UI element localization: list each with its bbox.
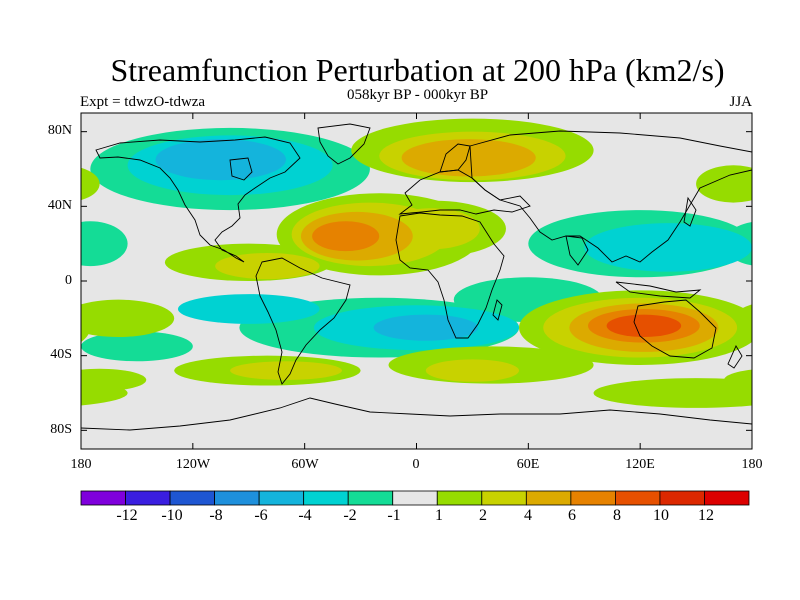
colorbar-swatch — [392, 490, 438, 506]
coastline-india — [565, 235, 589, 266]
contour-region — [593, 378, 752, 408]
coastline-africa — [395, 212, 505, 339]
contour-region — [401, 139, 536, 177]
lat-label-80s: 80S — [50, 422, 72, 437]
colorbar-label: 8 — [613, 507, 621, 524]
colorbar-swatch — [80, 490, 126, 506]
plot-title: Streamfunction Perturbation at 200 hPa (… — [110, 52, 725, 88]
contour-region — [230, 361, 342, 380]
colorbar-swatch — [525, 490, 572, 506]
colorbar-swatch — [659, 490, 705, 506]
lon-label-120w: 120W — [175, 457, 211, 472]
colorbar-label: -12 — [116, 507, 138, 524]
lon-label-60w: 60W — [291, 457, 319, 472]
coastline-japan — [683, 196, 697, 227]
lat-label-40n: 40N — [47, 198, 72, 213]
coastline-north-america — [95, 136, 301, 263]
colorbar-swatch — [125, 490, 171, 506]
colorbar-label: -1 — [387, 507, 401, 524]
colorbar-label: -10 — [161, 507, 183, 524]
coastline-australia — [633, 299, 717, 359]
lon-label-180e: 180 — [741, 457, 763, 472]
coastline-south-america — [255, 257, 351, 385]
contour-region — [81, 313, 91, 342]
contour-region — [81, 331, 193, 362]
coastline-europe — [398, 169, 531, 215]
colorbar-swatch — [615, 490, 661, 506]
lon-label-180w: 180 — [70, 457, 92, 472]
contour-region — [733, 304, 752, 333]
contour-region — [312, 221, 380, 252]
contour-fill-layer — [0, 118, 752, 408]
colorbar-swatch — [347, 490, 394, 506]
contour-region — [81, 299, 175, 337]
colorbar-swatch — [704, 490, 750, 506]
colorbar-swatch — [169, 490, 215, 506]
tick-layer — [80, 113, 753, 449]
experiment-label: Expt = tdwzO-tdwza — [80, 94, 206, 110]
colorbar-label: 4 — [524, 507, 532, 524]
contour-region — [177, 294, 320, 324]
colorbar-swatch — [436, 490, 483, 506]
colorbar-label: 2 — [479, 507, 487, 524]
colorbar-label: -4 — [298, 507, 312, 524]
coastline-layer — [81, 123, 752, 431]
coastline-hudson-bay — [229, 157, 253, 181]
colorbar-label: 12 — [698, 507, 714, 524]
lat-label-0: 0 — [65, 273, 72, 288]
contour-region — [215, 253, 320, 280]
plot-subtitle: 058kyr BP - 000kyr BP — [346, 87, 489, 103]
contour-region — [373, 314, 479, 341]
contour-region — [81, 221, 128, 267]
colorbar-swatch — [481, 490, 527, 506]
coastline-new-zealand — [727, 345, 743, 369]
lat-label-80n: 80N — [47, 123, 72, 138]
colorbar-swatch — [258, 490, 305, 506]
season-label: JJA — [729, 94, 752, 110]
lon-label-0: 0 — [412, 457, 420, 472]
coastline-asia — [469, 130, 752, 263]
lon-label-60e: 60E — [516, 457, 540, 472]
coastline-madagascar — [492, 299, 503, 321]
coastline-greenland — [317, 123, 371, 165]
colorbar-swatch — [214, 490, 260, 506]
contour-region — [425, 359, 520, 382]
contour-region — [81, 167, 100, 201]
colorbar-label: -8 — [209, 507, 223, 524]
contour-region — [696, 165, 752, 203]
coastline-indonesia — [615, 281, 702, 299]
colorbar-swatch — [570, 490, 616, 506]
lat-label-40s: 40S — [50, 347, 72, 362]
colorbar-label: 6 — [568, 507, 576, 524]
coastline-antarctica — [81, 397, 752, 431]
colorbar-swatch — [303, 490, 349, 506]
contour-region — [0, 210, 81, 277]
lon-label-120e: 120E — [625, 457, 655, 472]
colorbar-label: 10 — [653, 507, 669, 524]
colorbar-label: -6 — [254, 507, 268, 524]
contour-region — [606, 314, 682, 337]
contour-region — [155, 139, 287, 181]
contour-region — [81, 380, 128, 406]
colorbar — [80, 490, 750, 506]
colorbar-label: 1 — [435, 507, 443, 524]
colorbar-label: -2 — [343, 507, 357, 524]
contour-region — [584, 223, 752, 272]
